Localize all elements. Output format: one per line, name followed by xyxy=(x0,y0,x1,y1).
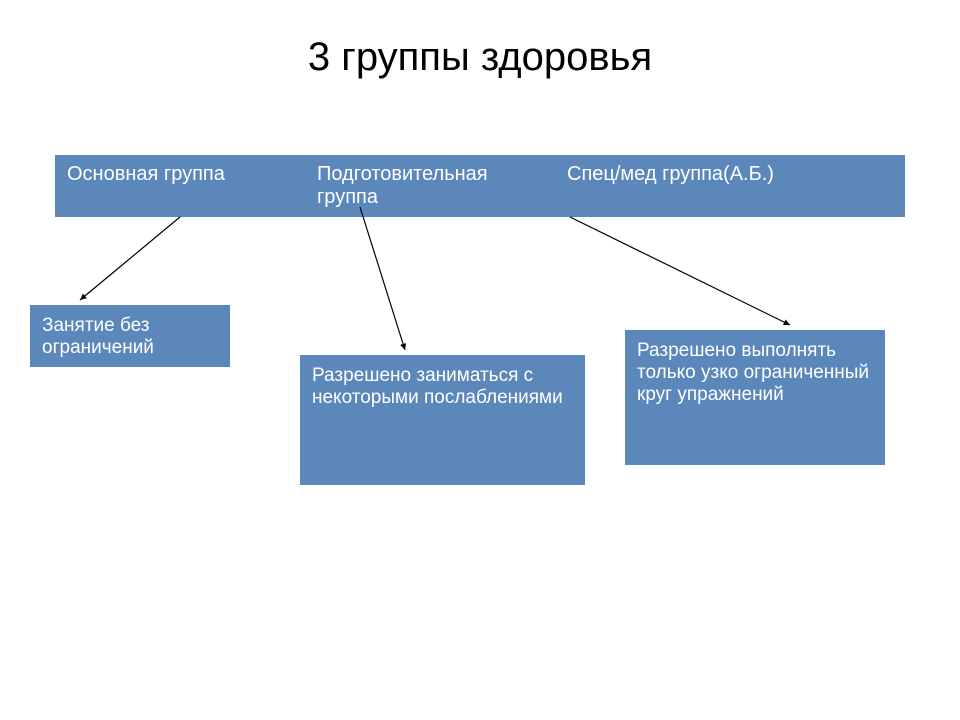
diagram-title: 3 группы здоровья xyxy=(0,35,960,80)
header-cell-prep: Подготовительная группа xyxy=(305,155,555,217)
desc-box-main: Занятие без ограничений xyxy=(30,305,230,367)
desc-box-prep: Разрешено заниматься с некоторыми послаб… xyxy=(300,355,585,485)
desc-box-spec: Разрешено выполнять только узко ограниче… xyxy=(625,330,885,465)
header-cell-main: Основная группа xyxy=(55,155,305,217)
header-bar: Основная группа Подготовительная группа … xyxy=(55,155,905,217)
header-cell-spec: Спец/мед группа(А.Б.) xyxy=(555,155,905,217)
